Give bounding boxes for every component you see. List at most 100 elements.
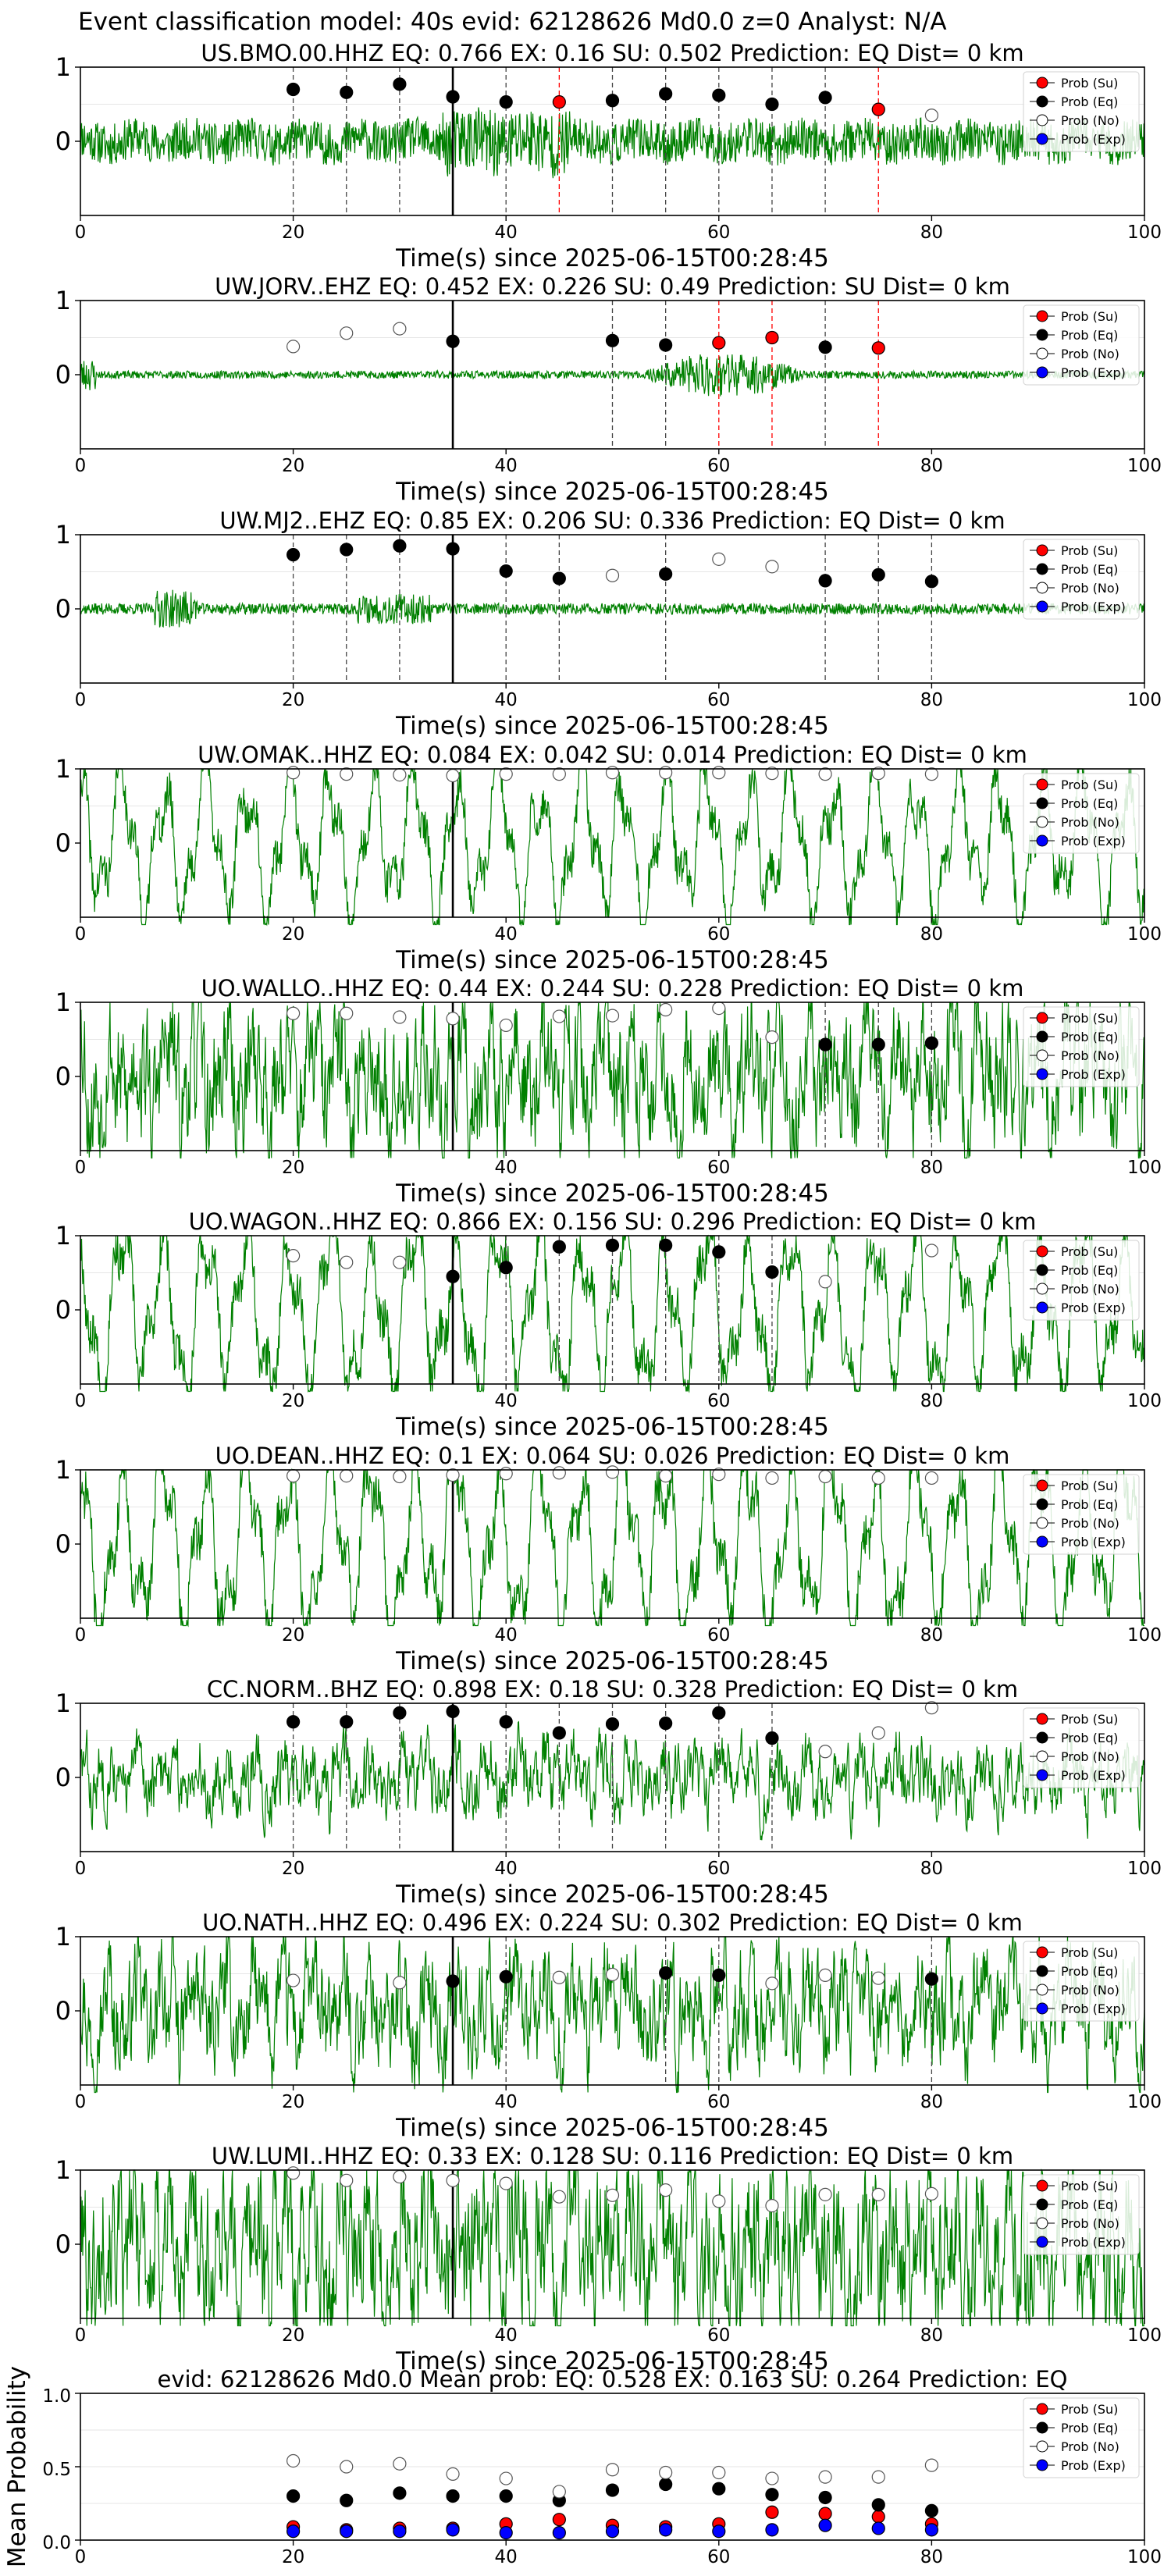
prob-point-no (446, 2173, 460, 2187)
legend: Prob (Su) Prob (Eq) Prob (No) Prob (Exp) (1023, 773, 1140, 854)
prob-point-eq (446, 334, 460, 348)
mean-point-no (499, 2471, 513, 2485)
x-tick-label: 80 (920, 1625, 943, 1646)
legend-label: Prob (Exp) (1061, 1067, 1126, 1082)
legend: Prob (Su) Prob (Eq) Prob (No) Prob (Exp) (1023, 1941, 1140, 2022)
x-tick-label: 100 (1127, 1859, 1162, 1879)
x-tick-label: 100 (1127, 222, 1162, 243)
mean-point-exp (924, 2523, 939, 2537)
prob-point-no (393, 767, 407, 782)
panel-title: CC.NORM..BHZ EQ: 0.898 EX: 0.18 SU: 0.32… (207, 1676, 1018, 1703)
legend-marker-su (1036, 1713, 1048, 1725)
prob-point-no (924, 767, 939, 781)
y-tick-label: 1 (55, 52, 71, 82)
prob-point-no (765, 560, 779, 574)
prob-point-no (924, 1244, 939, 1258)
prob-point-no (765, 1976, 779, 1991)
x-tick-label: 0 (75, 456, 87, 476)
legend-frame (1023, 1941, 1140, 2022)
prob-point-no (712, 766, 726, 780)
prob-point-eq (818, 574, 832, 588)
panel-11: evid: 62128626 Md0.0 Mean prob: EQ: 0.52… (3, 2366, 1162, 2567)
prob-point-no (659, 766, 673, 780)
mean-point-exp (871, 2521, 885, 2535)
prob-point-no (659, 2183, 673, 2197)
prob-point-eq (818, 91, 832, 105)
legend-label: Prob (Exp) (1061, 1300, 1126, 1315)
x-tick-label: 80 (920, 1859, 943, 1879)
x-tick-label: 40 (495, 1625, 518, 1646)
prob-point-no (287, 340, 301, 354)
x-tick-label: 40 (495, 1158, 518, 1178)
x-tick-label: 100 (1127, 2092, 1162, 2112)
legend-marker-no (1036, 1049, 1048, 1062)
mean-point-eq (924, 2503, 939, 2517)
legend-marker-exp (1036, 1068, 1048, 1080)
prob-point-no (765, 2199, 779, 2213)
mean-point-exp (605, 2524, 620, 2539)
x-tick-label: 100 (1127, 690, 1162, 710)
x-tick-label: 80 (920, 456, 943, 476)
x-tick-label: 80 (920, 690, 943, 710)
x-axis-label: Time(s) since 2025-06-15T00:28:45 (395, 244, 829, 272)
legend-label: Prob (No) (1061, 2439, 1119, 2454)
legend-marker-eq (1036, 2421, 1048, 2434)
prob-point-no (287, 1973, 301, 1987)
prob-point-eq (552, 1240, 566, 1254)
legend-label: Prob (Su) (1061, 1945, 1118, 1960)
prob-point-no (499, 1467, 513, 1481)
waveform-trace (80, 589, 1145, 628)
mean-point-no (871, 2470, 885, 2484)
legend-marker-no (1036, 347, 1048, 360)
waveform-trace (80, 1233, 1145, 1393)
y-tick-label: 0 (55, 360, 71, 390)
x-tick-label: 40 (495, 222, 518, 243)
x-tick-label: 60 (707, 1625, 730, 1646)
prob-point-no (605, 1009, 620, 1023)
legend-label: Prob (No) (1061, 2216, 1119, 2231)
x-tick-label: 20 (282, 924, 304, 945)
x-axis-label: Time(s) since 2025-06-15T00:28:45 (395, 712, 829, 740)
mean-point-exp (499, 2526, 513, 2540)
x-tick-label: 40 (495, 2092, 518, 2112)
y-tick-label: 0 (55, 1062, 71, 1091)
legend-marker-exp (1036, 1535, 1048, 1548)
prob-point-no (287, 2166, 301, 2180)
legend-marker-eq (1036, 563, 1048, 575)
prob-point-eq (712, 1968, 726, 1982)
mean-point-eq (605, 2483, 620, 2497)
prob-point-no (605, 568, 620, 582)
mean-point-eq (765, 2488, 779, 2502)
legend-marker-su (1036, 76, 1048, 89)
legend-label: Prob (Exp) (1061, 365, 1126, 380)
mean-point-exp (446, 2523, 460, 2537)
y-tick-label: 0 (55, 1295, 71, 1325)
prob-point-no (765, 1471, 779, 1485)
prob-point-no (340, 767, 354, 781)
legend-marker-exp (1036, 1301, 1048, 1314)
y-tick-label: 1 (55, 1922, 71, 1952)
legend-label: Prob (No) (1061, 1516, 1119, 1531)
prob-point-no (871, 2187, 885, 2201)
legend-frame (1023, 304, 1140, 386)
legend-frame (1023, 1006, 1140, 1087)
legend-label: Prob (Eq) (1061, 1263, 1118, 1278)
legend-marker-no (1036, 816, 1048, 828)
x-axis-label: Time(s) since 2025-06-15T00:28:45 (395, 1413, 829, 1441)
prob-point-eq (712, 1706, 726, 1720)
y-tick-label: 1 (55, 754, 71, 784)
mean-point-exp (712, 2524, 726, 2539)
legend-marker-su (1036, 1012, 1048, 1024)
prob-point-eq (659, 1238, 673, 1252)
x-tick-label: 60 (707, 1859, 730, 1879)
prob-point-eq (659, 1717, 673, 1731)
x-tick-label: 20 (282, 2325, 304, 2346)
panel-title: UO.WAGON..HHZ EQ: 0.866 EX: 0.156 SU: 0.… (189, 1208, 1037, 1235)
x-tick-label: 60 (707, 2092, 730, 2112)
legend-marker-su (1036, 1946, 1048, 1959)
panel-3: UW.MJ2..EHZ EQ: 0.85 EX: 0.206 SU: 0.336… (55, 507, 1162, 740)
y-tick-label: 0 (55, 1529, 71, 1559)
legend-marker-eq (1036, 95, 1048, 108)
prob-point-su (552, 95, 566, 109)
waveform-trace (80, 107, 1145, 179)
